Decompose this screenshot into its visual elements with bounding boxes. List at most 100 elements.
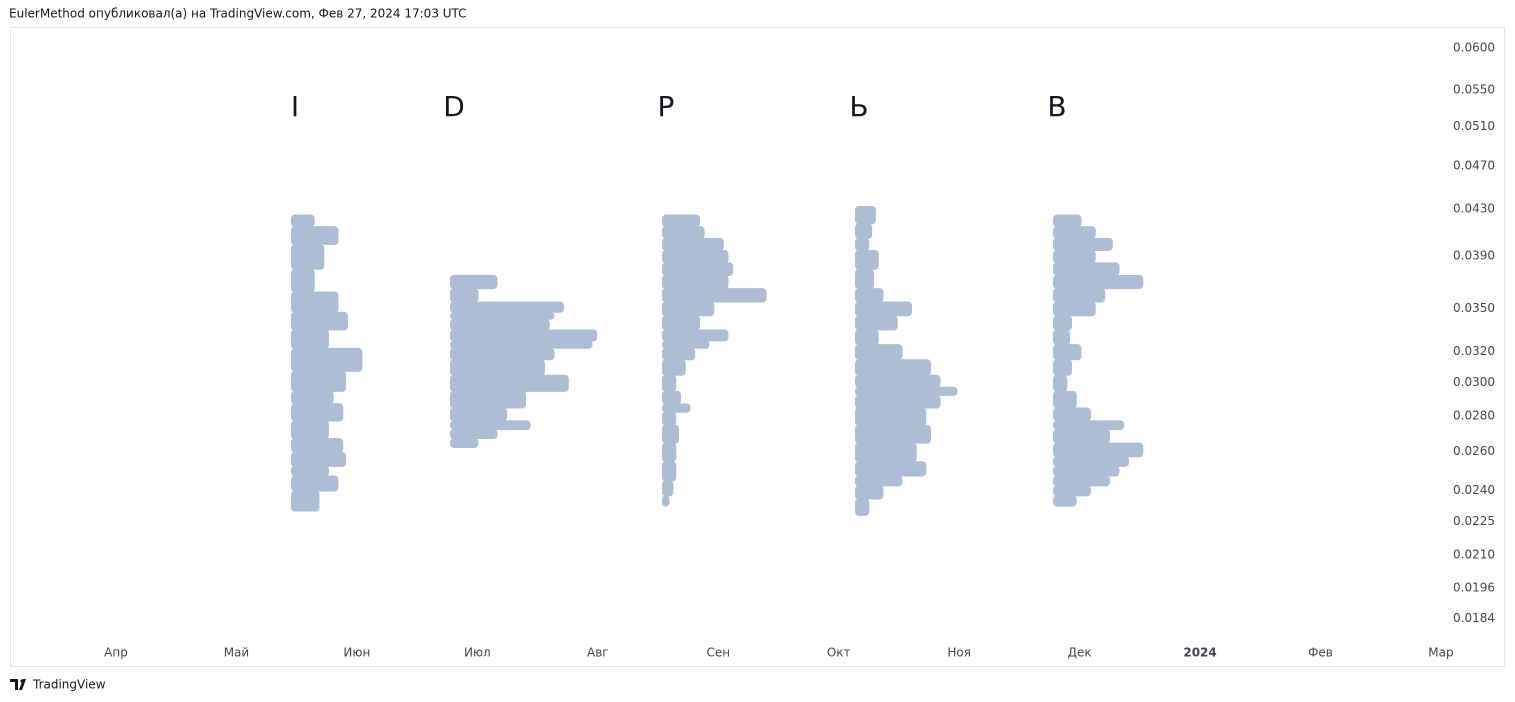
x-tick-label: Фев bbox=[1308, 646, 1333, 660]
profile-row bbox=[291, 311, 348, 331]
x-tick-label: Дек bbox=[1068, 646, 1092, 660]
profile-row bbox=[662, 226, 705, 239]
profile-row bbox=[1053, 359, 1072, 376]
x-tick-label: Апр bbox=[104, 646, 128, 660]
profile-row bbox=[291, 438, 344, 453]
chart-frame bbox=[10, 27, 1505, 667]
profile-row bbox=[450, 438, 479, 449]
profile-row bbox=[662, 461, 677, 482]
y-tick-label: 0.0196 bbox=[1453, 581, 1495, 595]
profile-row bbox=[450, 407, 507, 422]
profile-row bbox=[855, 386, 958, 396]
profile-row bbox=[291, 465, 329, 477]
profile-row bbox=[662, 403, 691, 413]
profile-row bbox=[855, 424, 931, 444]
profile-row bbox=[662, 424, 680, 444]
profile-row bbox=[291, 475, 339, 492]
profile-row bbox=[450, 359, 545, 376]
profile-row bbox=[855, 205, 876, 225]
profile-row bbox=[1053, 249, 1096, 264]
profile-row bbox=[450, 329, 598, 342]
profile-row bbox=[662, 315, 700, 331]
profile-row bbox=[1053, 275, 1144, 290]
profile-row bbox=[1053, 465, 1120, 477]
y-tick-label: 0.0350 bbox=[1453, 301, 1495, 315]
logo bbox=[10, 679, 26, 690]
profile-row bbox=[662, 262, 734, 277]
profile-row bbox=[1053, 329, 1071, 346]
profile-row bbox=[291, 268, 315, 293]
profile-row bbox=[1053, 429, 1110, 444]
profile-row bbox=[450, 340, 593, 349]
profile-row bbox=[662, 329, 729, 342]
profile-row bbox=[450, 390, 526, 409]
profile-row bbox=[662, 237, 724, 251]
profile-row bbox=[662, 480, 674, 497]
profile-row bbox=[1053, 442, 1144, 458]
profile-row bbox=[450, 347, 555, 361]
profile-row bbox=[1053, 456, 1129, 467]
profile-row bbox=[1053, 374, 1068, 392]
profile-row bbox=[1053, 475, 1110, 487]
y-tick-label: 0.0510 bbox=[1453, 119, 1495, 133]
header: EulerMethod опубликовал(а) на TradingVie… bbox=[9, 7, 467, 21]
profile-row bbox=[855, 249, 879, 270]
profile-row bbox=[291, 403, 344, 422]
x-tick-label: Ноя bbox=[947, 646, 971, 660]
x-tick-label: Окт bbox=[827, 646, 851, 660]
profile-row bbox=[450, 301, 564, 313]
profile-row bbox=[855, 359, 931, 376]
x-tick-label: Июл bbox=[464, 646, 491, 660]
profile-row bbox=[450, 311, 555, 320]
profile-row bbox=[855, 268, 874, 290]
profile-row bbox=[291, 451, 347, 467]
profile-row bbox=[1053, 390, 1077, 409]
profile-row bbox=[855, 329, 879, 346]
profile-row bbox=[450, 420, 531, 431]
profile-row bbox=[291, 291, 339, 313]
footer-brand: TradingView bbox=[32, 678, 106, 692]
profile-row bbox=[291, 370, 347, 392]
profile-row bbox=[291, 390, 334, 405]
profile-row bbox=[291, 347, 363, 372]
profile-label: D bbox=[443, 90, 465, 123]
profile-label: P bbox=[658, 90, 675, 123]
profile-row bbox=[1053, 344, 1082, 361]
profile-row bbox=[662, 340, 710, 349]
profile-row bbox=[855, 407, 927, 426]
profile-row bbox=[450, 318, 550, 331]
profile-row bbox=[662, 374, 677, 392]
x-tick-label: Июн bbox=[343, 646, 370, 660]
profile-row bbox=[855, 223, 873, 239]
profile-label: I bbox=[291, 90, 299, 123]
profile-row bbox=[1053, 214, 1082, 228]
y-tick-label: 0.0470 bbox=[1453, 159, 1495, 173]
profile-row bbox=[662, 214, 700, 228]
y-tick-label: 0.0280 bbox=[1453, 408, 1495, 422]
profile-row bbox=[1053, 407, 1091, 422]
profile-row bbox=[1053, 226, 1096, 239]
profile-row bbox=[855, 237, 870, 251]
y-tick-label: 0.0600 bbox=[1453, 41, 1495, 55]
y-tick-label: 0.0390 bbox=[1453, 249, 1495, 263]
profile-row bbox=[291, 329, 329, 349]
profile-row bbox=[1053, 315, 1072, 331]
profile-row bbox=[1053, 495, 1077, 507]
profile-row bbox=[662, 288, 767, 303]
profile-row bbox=[662, 275, 729, 290]
profile-row bbox=[291, 490, 320, 512]
profile-row bbox=[291, 244, 325, 270]
profile-row bbox=[662, 301, 715, 317]
profile-row bbox=[855, 394, 941, 409]
x-tick-label: 2024 bbox=[1183, 646, 1216, 660]
profile-row bbox=[662, 442, 677, 463]
profile-row bbox=[1053, 301, 1096, 317]
profile-row bbox=[662, 390, 681, 405]
profile-row bbox=[855, 475, 903, 487]
profile-row bbox=[855, 288, 884, 303]
y-tick-label: 0.0225 bbox=[1453, 514, 1495, 528]
profile-row bbox=[291, 214, 315, 228]
y-tick-label: 0.0430 bbox=[1453, 201, 1495, 215]
profile-row bbox=[662, 359, 686, 376]
